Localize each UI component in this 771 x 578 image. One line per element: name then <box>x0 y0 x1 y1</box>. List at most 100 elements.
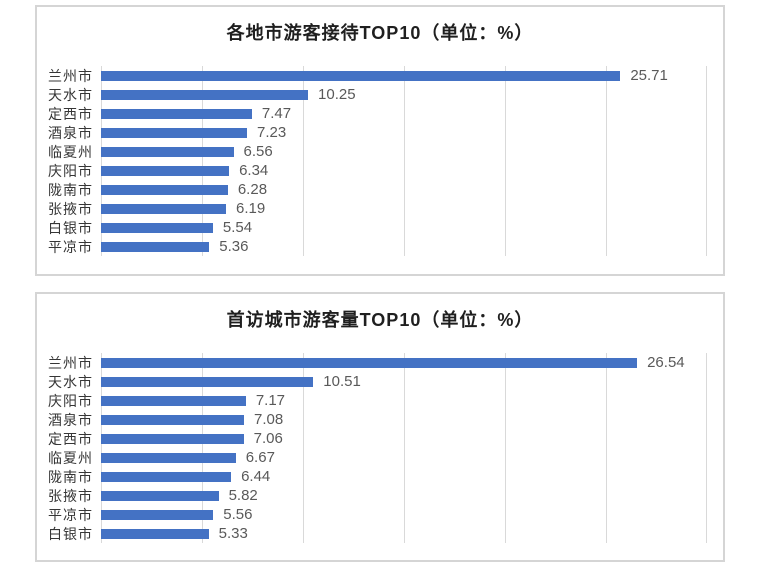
gridline <box>706 353 707 543</box>
gridline <box>706 66 707 256</box>
value-label: 10.25 <box>318 86 356 103</box>
gridline <box>101 66 102 256</box>
bar <box>101 165 230 176</box>
bar <box>101 433 244 444</box>
bar <box>101 241 210 252</box>
category-label: 庆阳市 <box>48 392 93 409</box>
bar-row: 兰州市 26.54 <box>48 353 707 372</box>
bar-row: 平凉市 5.56 <box>48 505 707 524</box>
bar <box>101 452 236 463</box>
bar <box>101 70 621 81</box>
category-label: 酒泉市 <box>48 124 93 141</box>
value-label: 7.06 <box>253 430 283 447</box>
value-label: 7.47 <box>261 105 292 122</box>
chart-title: 各地市游客接待TOP10（单位：%） <box>226 23 534 43</box>
value-label: 10.51 <box>323 373 361 390</box>
value-label: 6.44 <box>241 468 271 485</box>
value-label: 25.71 <box>630 67 668 84</box>
value-label: 5.54 <box>222 219 253 236</box>
category-label: 白银市 <box>48 525 93 542</box>
bar <box>101 203 227 214</box>
bar-row: 白银市 5.33 <box>48 524 707 543</box>
bar-row: 平凉市 5.36 <box>48 237 707 256</box>
bar-row: 酒泉市 7.23 <box>48 123 707 142</box>
value-label: 5.36 <box>219 238 249 255</box>
bar <box>101 222 213 233</box>
bar-chart-plot-area: 兰州市 26.54 天水市 10.51 庆阳市 7.17 酒泉市 7.08 定西市 7.06 临夏州… <box>48 353 707 543</box>
category-label: 陇南市 <box>48 181 93 198</box>
bar <box>101 108 252 119</box>
bar-row: 兰州市 25.71 <box>48 66 707 85</box>
gridline <box>504 353 506 543</box>
bar-row: 陇南市 6.28 <box>48 180 707 199</box>
value-label: 5.82 <box>228 487 258 504</box>
bar-row: 临夏州 6.56 <box>48 142 707 161</box>
gridline <box>302 353 304 543</box>
category-label: 天水市 <box>48 373 93 390</box>
bar-row: 临夏州 6.67 <box>48 448 707 467</box>
bar <box>101 146 234 157</box>
bar-row: 庆阳市 6.34 <box>48 161 707 180</box>
value-label: 6.28 <box>237 181 268 198</box>
bar-chart-plot-area: 兰州市 25.71 天水市 10.25 定西市 7.47 酒泉市 7.23 临夏州 6.56 庆阳市… <box>48 66 707 256</box>
value-label: 6.67 <box>245 449 275 466</box>
category-label: 临夏州 <box>48 143 93 160</box>
value-label: 7.17 <box>255 392 286 409</box>
chart-title: 首访城市游客量TOP10（单位：%） <box>226 310 534 330</box>
bar-row: 定西市 7.47 <box>48 104 707 123</box>
category-label: 临夏州 <box>48 449 93 466</box>
bar-row: 陇南市 6.44 <box>48 467 707 486</box>
category-label: 白银市 <box>48 219 93 236</box>
gridlines <box>101 353 707 543</box>
category-label: 平凉市 <box>48 506 93 523</box>
category-label: 定西市 <box>48 105 93 122</box>
bar-row: 张掖市 5.82 <box>48 486 707 505</box>
bar <box>101 376 314 387</box>
bar <box>101 89 309 100</box>
category-label: 天水市 <box>48 86 93 103</box>
value-label: 5.56 <box>223 506 253 523</box>
bar <box>101 357 638 368</box>
category-label: 张掖市 <box>48 487 93 504</box>
value-label: 7.23 <box>257 124 287 141</box>
bar <box>101 509 214 520</box>
bar-row: 庆阳市 7.17 <box>48 391 707 410</box>
bar-row: 定西市 7.06 <box>48 429 707 448</box>
chart-panel-city-reception: 各地市游客接待TOP10（单位：%） 兰州市 25.71 天水市 10.25 定西市 7.… <box>35 5 725 276</box>
value-label: 6.56 <box>243 143 273 160</box>
bar <box>101 184 228 195</box>
category-label: 张掖市 <box>48 200 93 217</box>
category-label: 兰州市 <box>48 354 93 371</box>
gridline <box>404 353 405 543</box>
gridline <box>201 66 203 256</box>
category-label: 陇南市 <box>48 468 93 485</box>
bar-row: 天水市 10.25 <box>48 85 707 104</box>
category-label: 定西市 <box>48 430 93 447</box>
bar <box>101 471 232 482</box>
value-label: 7.08 <box>254 411 284 428</box>
chart-panel-first-visit-volume: 首访城市游客量TOP10（单位：%） 兰州市 26.54 天水市 10.51 庆阳市 7.… <box>35 292 725 562</box>
bar <box>101 414 245 425</box>
value-label: 6.19 <box>236 200 266 217</box>
value-label: 26.54 <box>647 354 685 371</box>
category-label: 兰州市 <box>48 67 93 84</box>
value-label: 5.33 <box>218 525 248 542</box>
bar <box>101 127 248 138</box>
bar <box>101 395 246 406</box>
bar-row: 酒泉市 7.08 <box>48 410 707 429</box>
gridline <box>606 66 607 256</box>
gridline <box>201 353 203 543</box>
category-label: 平凉市 <box>48 238 93 255</box>
bar <box>101 490 219 501</box>
gridline <box>404 66 405 256</box>
category-label: 庆阳市 <box>48 162 93 179</box>
bar-row: 天水市 10.51 <box>48 372 707 391</box>
bar <box>101 528 209 539</box>
bar-row: 张掖市 6.19 <box>48 199 707 218</box>
gridline <box>101 353 102 543</box>
gridline <box>606 353 607 543</box>
value-label: 6.34 <box>239 162 269 179</box>
gridline <box>504 66 506 256</box>
gridline <box>302 66 304 256</box>
